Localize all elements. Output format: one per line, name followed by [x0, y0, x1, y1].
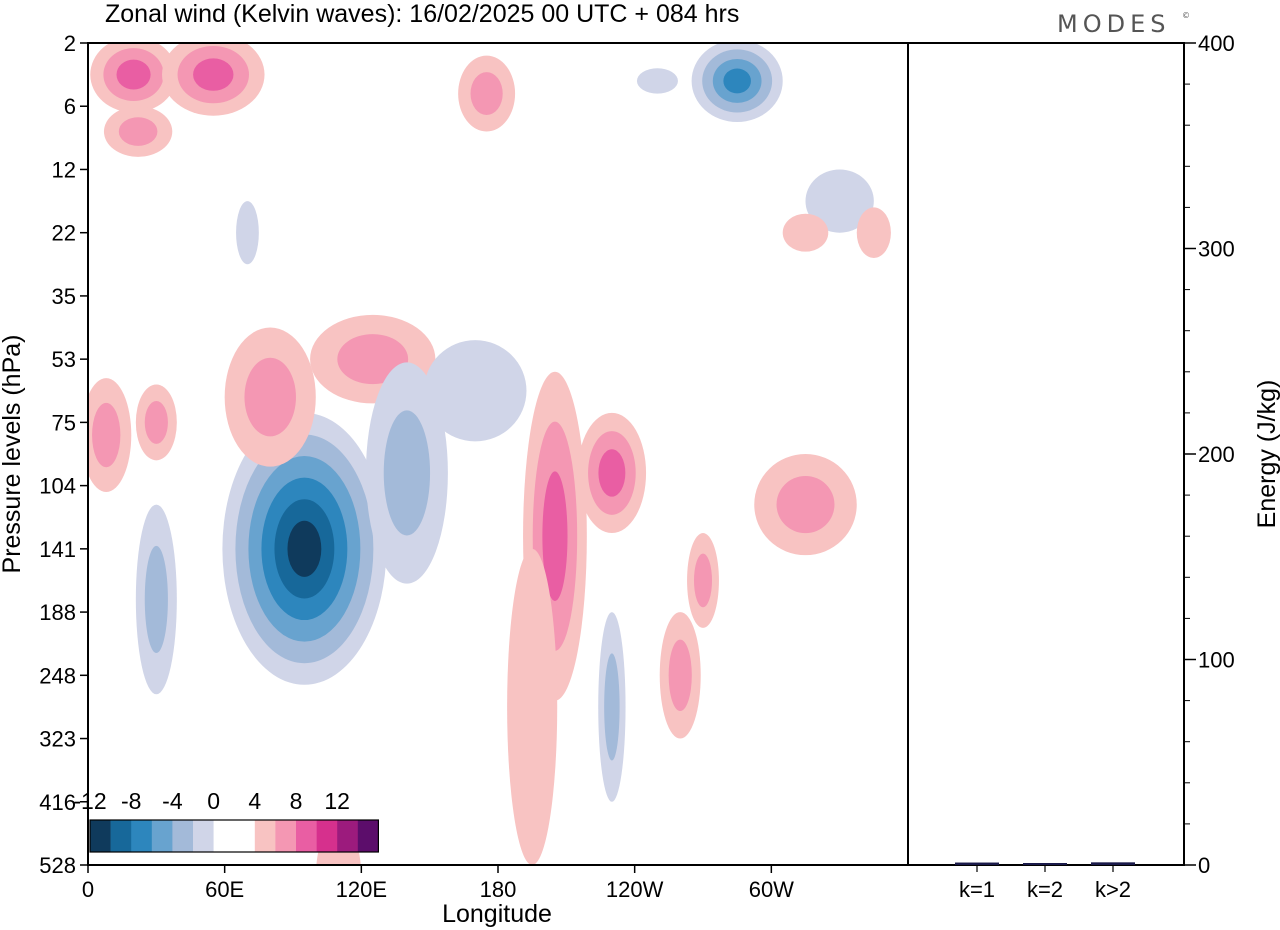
- energy-bar: [1091, 862, 1135, 865]
- colorbar-swatch: [90, 820, 111, 852]
- wind-anomaly-contour: [118, 117, 158, 146]
- colorbar: [89, 819, 379, 853]
- energy-tick-label: 200: [1198, 442, 1235, 467]
- wind-anomaly-contour: [856, 207, 891, 258]
- wind-anomaly-contour: [144, 545, 168, 654]
- colorbar-tick-label: -12: [73, 788, 106, 814]
- colorbar-tick-label: -4: [162, 788, 183, 814]
- longitude-tick-label: 120E: [336, 877, 387, 902]
- brand-logo: MODES: [1057, 10, 1170, 38]
- pressure-tick-label: 22: [52, 221, 76, 246]
- pressure-tick-label: 35: [52, 284, 76, 309]
- wind-anomaly-contour: [805, 169, 874, 233]
- energy-bar: [1023, 863, 1067, 865]
- hovmoller-plot-background: [88, 43, 908, 865]
- colorbar-tick-label: -8: [121, 788, 141, 814]
- energy-tick-label: 300: [1198, 237, 1235, 262]
- wind-anomaly-contour: [144, 400, 168, 444]
- energy-bars: k=1 k=2 k>2: [955, 862, 1135, 902]
- wind-anomaly-contour: [507, 548, 558, 865]
- x-axis-label: Longitude: [442, 900, 552, 928]
- pressure-tick-label: 75: [52, 410, 76, 435]
- pressure-tick-label: 528: [39, 853, 76, 878]
- energy-tick-label: 400: [1198, 31, 1235, 56]
- wind-anomaly-contour: [236, 201, 259, 265]
- wind-contour-field: [88, 43, 891, 865]
- longitude-tick-label: 60W: [749, 877, 794, 902]
- longitude-tick-label: 0: [82, 877, 94, 902]
- energy-category-label: k=1: [959, 877, 995, 902]
- brand-copyright-mark: ©: [1182, 11, 1195, 20]
- colorbar-swatch: [275, 820, 297, 852]
- wind-anomaly-contour: [542, 471, 568, 601]
- colorbar-swatch: [254, 820, 276, 852]
- colorbar-tick-label: 12: [324, 788, 350, 814]
- wind-anomaly-contour: [604, 653, 620, 761]
- colorbar-swatch: [110, 820, 132, 852]
- colorbar-swatch: [193, 820, 214, 852]
- colorbar-frame: [89, 819, 379, 853]
- wind-anomaly-contour: [782, 213, 829, 252]
- colorbar-tick-label: 8: [290, 788, 303, 814]
- energy-bar: [955, 862, 999, 865]
- colorbar-swatch: [172, 820, 194, 852]
- wind-anomaly-contour: [116, 59, 151, 90]
- pressure-tick-label: 141: [39, 537, 76, 562]
- wind-anomaly-contour: [287, 520, 322, 577]
- wind-anomaly-contour: [636, 68, 678, 94]
- pressure-tick-label: 323: [39, 727, 76, 752]
- colorbar-swatch: [296, 820, 317, 852]
- wind-anomaly-contour: [244, 357, 296, 437]
- pressure-tick-label: 248: [39, 663, 76, 688]
- energy-category-label: k>2: [1095, 877, 1131, 902]
- wind-anomaly-contour: [193, 58, 234, 91]
- energy-tick-label: 0: [1198, 853, 1210, 878]
- pressure-axis: 2 6 12 22 35 53 75 104 141 188 248 323 416 528: [39, 31, 88, 878]
- wind-anomaly-contour: [776, 475, 835, 534]
- colorbar-tick-label: 0: [207, 788, 220, 814]
- wind-anomaly-contour: [723, 68, 751, 94]
- energy-axis-label: Energy (J/kg): [1253, 380, 1280, 529]
- wind-anomaly-contour: [668, 639, 692, 712]
- wind-anomaly-contour: [383, 410, 431, 536]
- wind-anomaly-contour: [598, 449, 626, 497]
- pressure-tick-label: 188: [39, 600, 76, 625]
- pressure-tick-label: 416: [39, 790, 76, 815]
- pressure-tick-label: 104: [39, 474, 76, 499]
- colorbar-labels: -12 -8 -4 0 4 8 12: [73, 788, 350, 814]
- longitude-axis: 0 60E 120E 180 120W 60W: [82, 865, 794, 902]
- pressure-tick-label: 12: [52, 157, 76, 182]
- longitude-tick-label: 120W: [606, 877, 664, 902]
- y-axis-label: Pressure levels (hPa): [0, 335, 26, 574]
- wind-anomaly-contour: [423, 340, 527, 442]
- energy-category-label: k=2: [1027, 877, 1063, 902]
- colorbar-swatch: [131, 820, 153, 852]
- wind-anomaly-contour: [693, 553, 713, 608]
- energy-axis: 0 100 200 300 400: [1184, 31, 1235, 878]
- colorbar-tick-label: 4: [248, 788, 261, 814]
- colorbar-swatch: [357, 820, 379, 852]
- energy-panel-frame: [907, 42, 1185, 866]
- wind-anomaly-contour: [92, 402, 121, 468]
- pressure-tick-label: 6: [64, 94, 76, 119]
- pressure-tick-label: 2: [64, 31, 76, 56]
- longitude-tick-label: 60E: [205, 877, 244, 902]
- colorbar-swatch: [234, 820, 256, 852]
- colorbar-swatch: [337, 820, 359, 852]
- colorbar-swatch: [151, 820, 173, 852]
- colorbar-swatch: [213, 820, 235, 852]
- energy-tick-label: 100: [1198, 648, 1235, 673]
- colorbar-swatch: [316, 820, 338, 852]
- wind-anomaly-contour: [470, 72, 503, 116]
- pressure-tick-label: 53: [52, 347, 76, 372]
- longitude-tick-label: 180: [480, 877, 517, 902]
- chart-title: Zonal wind (Kelvin waves): 16/02/2025 00…: [105, 0, 739, 28]
